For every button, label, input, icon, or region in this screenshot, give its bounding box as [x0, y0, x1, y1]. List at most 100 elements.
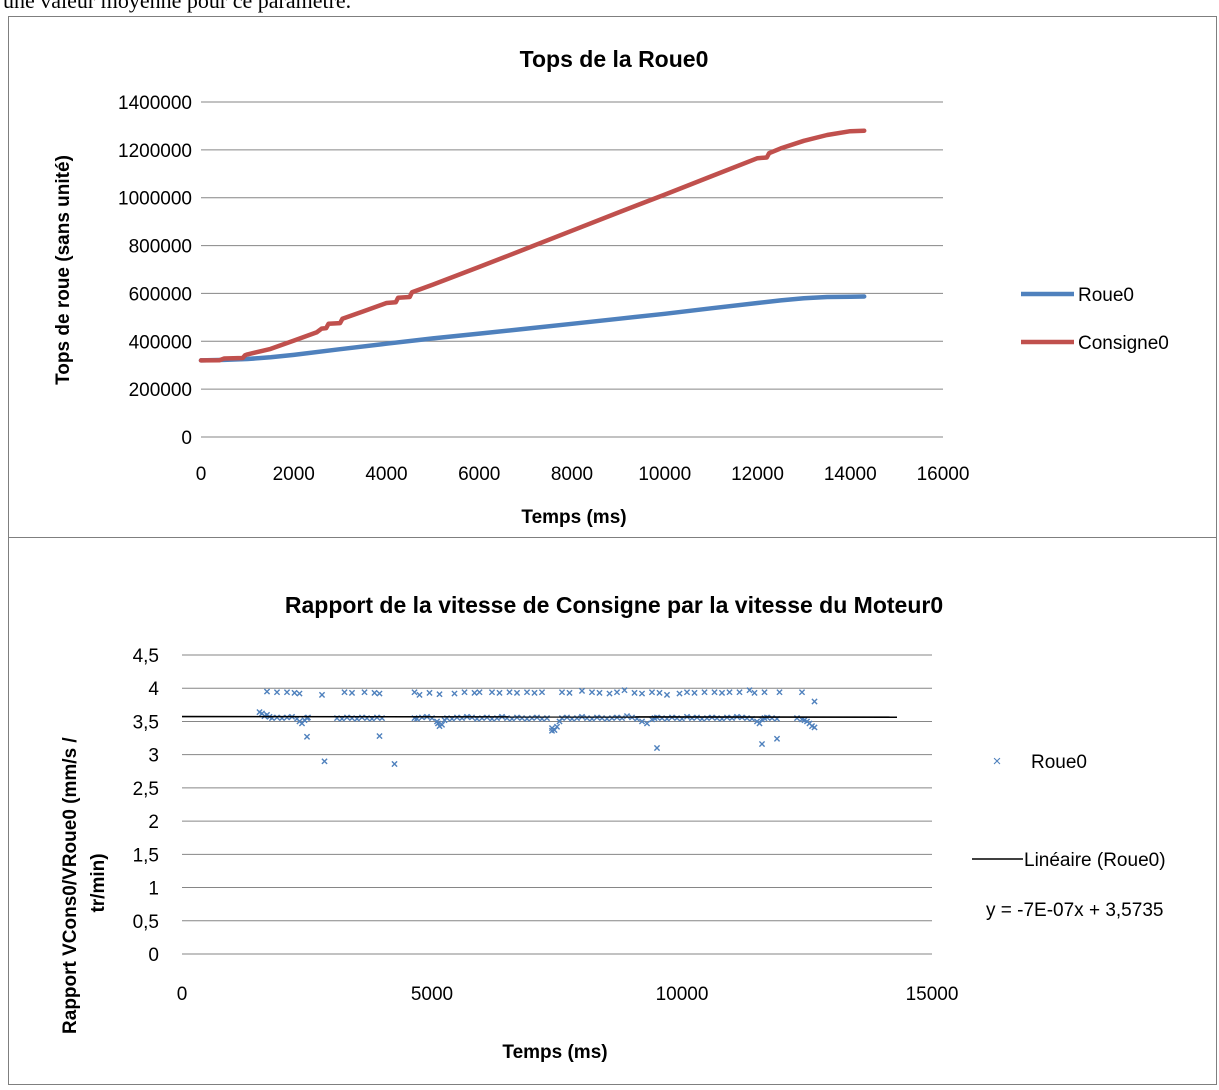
- data-point: [548, 727, 556, 734]
- data-point: [683, 689, 691, 696]
- x-tick-label: 10000: [656, 984, 709, 1005]
- y-tick-label: 4,5: [133, 646, 159, 667]
- y-axis-label: Rapport VCons0/VRoue0 (mm/s / tr/min): [60, 732, 109, 1034]
- data-point: [768, 715, 776, 722]
- data-point: [676, 690, 683, 697]
- gridlines: [201, 101, 943, 438]
- data-point: [596, 689, 603, 696]
- data-point: [273, 714, 281, 721]
- legend-label-trendline: Linéaire (Roue0): [1024, 850, 1166, 871]
- data-point: [638, 718, 646, 725]
- trendline-line: [181, 715, 898, 719]
- y-tick-label: 0: [181, 428, 192, 449]
- data-point: [711, 689, 718, 696]
- y-tick-label: 400000: [129, 332, 192, 353]
- scatter-chart: Rapport de la vitesse de Consigne par la…: [60, 592, 1166, 1063]
- y-tick-label: 2: [148, 812, 159, 833]
- data-point: [776, 689, 783, 696]
- x-tick-label: 0: [177, 984, 188, 1005]
- chart-title: Tops de la Roue0: [520, 46, 709, 72]
- y-tick-label: 1200000: [118, 141, 192, 162]
- legend-label-consigne0: Consigne0: [1078, 333, 1169, 354]
- x-tick-label: 5000: [411, 984, 453, 1005]
- data-point: [811, 724, 818, 731]
- series-lines: [198, 128, 867, 363]
- data-point: [613, 689, 621, 696]
- data-point: [718, 689, 726, 696]
- y-tick-label: 600000: [129, 284, 192, 305]
- y-axis-label-line-1: Rapport VCons0/VRoue0 (mm/s /: [60, 737, 81, 1034]
- x-tick-label: 16000: [917, 464, 970, 485]
- y-tick-label: 1400000: [118, 93, 192, 114]
- data-point: [701, 689, 708, 696]
- y-tick-label: 0: [148, 945, 159, 966]
- data-point: [488, 689, 496, 696]
- data-point: [761, 689, 768, 696]
- data-point: [426, 689, 433, 696]
- data-point: [263, 688, 271, 695]
- x-tick-label: 4000: [365, 464, 407, 485]
- data-point: [376, 690, 383, 697]
- data-point: [726, 689, 733, 696]
- y-tick-label: 1: [148, 879, 159, 900]
- y-tick-label: 4: [148, 679, 159, 700]
- data-point: [663, 691, 671, 698]
- data-point: [296, 690, 303, 697]
- data-point: [736, 689, 743, 696]
- data-point: [291, 689, 298, 696]
- data-point: [811, 698, 818, 705]
- data-point: [773, 735, 781, 742]
- top-text: une valeur moyenne pour ce paramètre.: [3, 0, 352, 13]
- data-point: [461, 689, 468, 696]
- x-tick-labels: 0 5000 10000 15000: [177, 984, 959, 1005]
- y-tick-label: 2,5: [133, 779, 159, 800]
- data-point: [793, 715, 801, 722]
- data-point: [411, 689, 418, 696]
- legend: × Roue0 Linéaire (Roue0) y = -7E-07x + 3…: [972, 752, 1166, 921]
- x-axis-label: Temps (ms): [502, 1042, 607, 1063]
- data-point: [798, 689, 806, 696]
- data-point: [746, 687, 753, 694]
- y-tick-labels: 0 200000 400000 600000 800000 1000000 1200000 1…: [118, 93, 192, 449]
- legend-marker-roue0: ×: [993, 753, 1002, 770]
- x-tick-labels: 0 2000 4000 6000 8000 10000 12000 14000 16000: [196, 464, 970, 485]
- data-point: [523, 689, 531, 696]
- data-point: [471, 689, 478, 696]
- data-point: [648, 689, 656, 696]
- data-point: [756, 720, 763, 727]
- x-tick-label: 2000: [273, 464, 315, 485]
- series-line-roue0: [198, 294, 867, 363]
- data-point: [558, 689, 566, 696]
- data-point: [321, 758, 328, 765]
- data-point: [318, 691, 326, 698]
- data-point: [348, 689, 356, 696]
- y-tick-labels: 0 0,5 1 1,5 2 2,5 3 3,5 4 4,5: [133, 646, 160, 966]
- data-point: [371, 689, 378, 696]
- data-point: [553, 723, 561, 730]
- trendline-equation: y = -7E-07x + 3,5735: [986, 900, 1163, 921]
- series-line-consigne0: [198, 128, 867, 363]
- data-point: [691, 689, 698, 696]
- x-tick-label: 14000: [824, 464, 877, 485]
- data-point: [506, 689, 513, 696]
- y-tick-label: 1000000: [118, 189, 192, 210]
- data-point: [416, 691, 423, 698]
- data-point: [578, 687, 586, 694]
- data-point: [751, 689, 758, 696]
- x-tick-label: 15000: [906, 984, 959, 1005]
- data-point: [631, 689, 638, 696]
- data-point: [566, 689, 573, 696]
- x-tick-label: 0: [196, 464, 207, 485]
- y-axis-label-line-2: tr/min): [88, 853, 109, 912]
- data-point: [436, 691, 443, 698]
- legend-label-roue0: Roue0: [1031, 752, 1087, 773]
- data-point: [273, 689, 281, 696]
- data-point: [638, 690, 646, 697]
- x-tick-label: 12000: [731, 464, 784, 485]
- data-point: [361, 689, 368, 696]
- data-point: [391, 760, 398, 768]
- y-tick-label: 800000: [129, 237, 192, 258]
- y-tick-label: 0,5: [133, 912, 159, 933]
- data-point: [538, 689, 546, 696]
- y-tick-label: 3: [148, 746, 159, 767]
